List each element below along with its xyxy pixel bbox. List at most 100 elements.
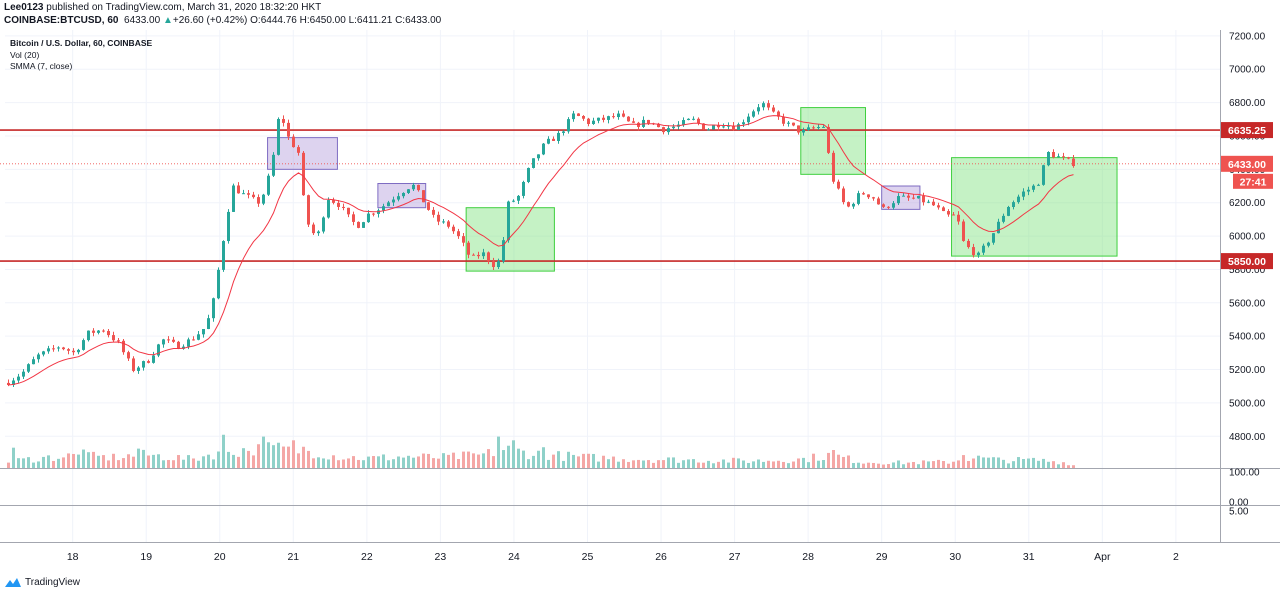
- candle-body[interactable]: [482, 252, 485, 257]
- candle-body[interactable]: [1002, 215, 1005, 222]
- candle-body[interactable]: [657, 123, 660, 128]
- candle-body[interactable]: [322, 217, 325, 232]
- candle-body[interactable]: [7, 382, 10, 386]
- candle-body[interactable]: [517, 195, 520, 201]
- candle-body[interactable]: [232, 185, 235, 212]
- candle-body[interactable]: [577, 113, 580, 117]
- candle-body[interactable]: [967, 240, 970, 248]
- candle-body[interactable]: [802, 129, 805, 133]
- candle-body[interactable]: [137, 367, 140, 371]
- candle-body[interactable]: [312, 224, 315, 234]
- candle-body[interactable]: [472, 254, 475, 256]
- candle-body[interactable]: [682, 120, 685, 125]
- candle-body[interactable]: [127, 352, 130, 359]
- candle-body[interactable]: [222, 241, 225, 270]
- candle-body[interactable]: [372, 213, 375, 215]
- candle-body[interactable]: [557, 132, 560, 141]
- candle-body[interactable]: [847, 202, 850, 207]
- candle-body[interactable]: [257, 197, 260, 204]
- candle-body[interactable]: [277, 118, 280, 155]
- candle-body[interactable]: [477, 254, 480, 257]
- candle-body[interactable]: [992, 233, 995, 243]
- candle-body[interactable]: [1037, 184, 1040, 186]
- candle-body[interactable]: [317, 231, 320, 234]
- candle-body[interactable]: [867, 194, 870, 198]
- candle-body[interactable]: [462, 236, 465, 243]
- candle-body[interactable]: [1042, 165, 1045, 185]
- candle-body[interactable]: [622, 113, 625, 117]
- candle-body[interactable]: [882, 204, 885, 207]
- candle-body[interactable]: [442, 221, 445, 223]
- candle-body[interactable]: [952, 214, 955, 216]
- candle-body[interactable]: [727, 125, 730, 127]
- candle-body[interactable]: [987, 242, 990, 246]
- candle-body[interactable]: [982, 245, 985, 253]
- candle-body[interactable]: [922, 195, 925, 203]
- candle-body[interactable]: [162, 339, 165, 345]
- candle-body[interactable]: [467, 242, 470, 255]
- candle-body[interactable]: [542, 143, 545, 155]
- candle-body[interactable]: [777, 111, 780, 117]
- candle-body[interactable]: [747, 116, 750, 123]
- candle-body[interactable]: [282, 118, 285, 123]
- candle-body[interactable]: [387, 202, 390, 207]
- candle-body[interactable]: [22, 371, 25, 377]
- candle-body[interactable]: [97, 330, 100, 333]
- candle-body[interactable]: [427, 202, 430, 210]
- candle-body[interactable]: [527, 167, 530, 182]
- candle-body[interactable]: [497, 261, 500, 268]
- candle-body[interactable]: [912, 197, 915, 199]
- candle-body[interactable]: [832, 152, 835, 182]
- candle-body[interactable]: [457, 231, 460, 237]
- candle-body[interactable]: [707, 129, 710, 131]
- candle-body[interactable]: [877, 198, 880, 205]
- candle-body[interactable]: [687, 118, 690, 121]
- candle-body[interactable]: [202, 329, 205, 335]
- author-name[interactable]: Lee0123: [4, 2, 44, 13]
- candle-body[interactable]: [612, 116, 615, 118]
- candle-body[interactable]: [722, 126, 725, 128]
- candle-body[interactable]: [237, 185, 240, 194]
- candle-body[interactable]: [1012, 202, 1015, 207]
- candle-body[interactable]: [262, 194, 265, 204]
- candle-body[interactable]: [712, 125, 715, 130]
- tradingview-logo[interactable]: TradingView: [4, 573, 80, 591]
- candle-body[interactable]: [42, 351, 45, 355]
- candle-body[interactable]: [352, 214, 355, 222]
- candle-body[interactable]: [417, 184, 420, 191]
- candle-body[interactable]: [567, 119, 570, 132]
- candle-body[interactable]: [947, 211, 950, 215]
- candle-body[interactable]: [437, 214, 440, 222]
- candle-body[interactable]: [327, 200, 330, 218]
- candle-body[interactable]: [852, 203, 855, 207]
- candle-body[interactable]: [357, 221, 360, 228]
- candle-body[interactable]: [152, 355, 155, 363]
- candle-body[interactable]: [752, 111, 755, 117]
- candle-body[interactable]: [377, 210, 380, 214]
- candle-body[interactable]: [797, 125, 800, 133]
- candle-body[interactable]: [177, 341, 180, 349]
- candle-body[interactable]: [307, 195, 310, 225]
- candle-body[interactable]: [862, 193, 865, 195]
- candle-body[interactable]: [737, 124, 740, 130]
- candle-body[interactable]: [367, 213, 370, 223]
- candle-body[interactable]: [502, 240, 505, 262]
- candle-body[interactable]: [192, 339, 195, 341]
- candle-body[interactable]: [132, 358, 135, 371]
- candle-body[interactable]: [572, 113, 575, 120]
- candle-body[interactable]: [552, 138, 555, 141]
- candle-body[interactable]: [492, 261, 495, 268]
- candle-body[interactable]: [1017, 196, 1020, 203]
- candle-body[interactable]: [977, 252, 980, 256]
- candle-body[interactable]: [507, 201, 510, 241]
- candle-body[interactable]: [842, 188, 845, 203]
- candle-body[interactable]: [402, 192, 405, 197]
- candle-body[interactable]: [807, 127, 810, 130]
- candle-body[interactable]: [432, 209, 435, 215]
- candle-body[interactable]: [1027, 189, 1030, 192]
- candle-body[interactable]: [942, 207, 945, 212]
- candle-body[interactable]: [887, 206, 890, 208]
- candle-body[interactable]: [362, 222, 365, 228]
- candle-body[interactable]: [697, 118, 700, 124]
- candle-body[interactable]: [182, 346, 185, 349]
